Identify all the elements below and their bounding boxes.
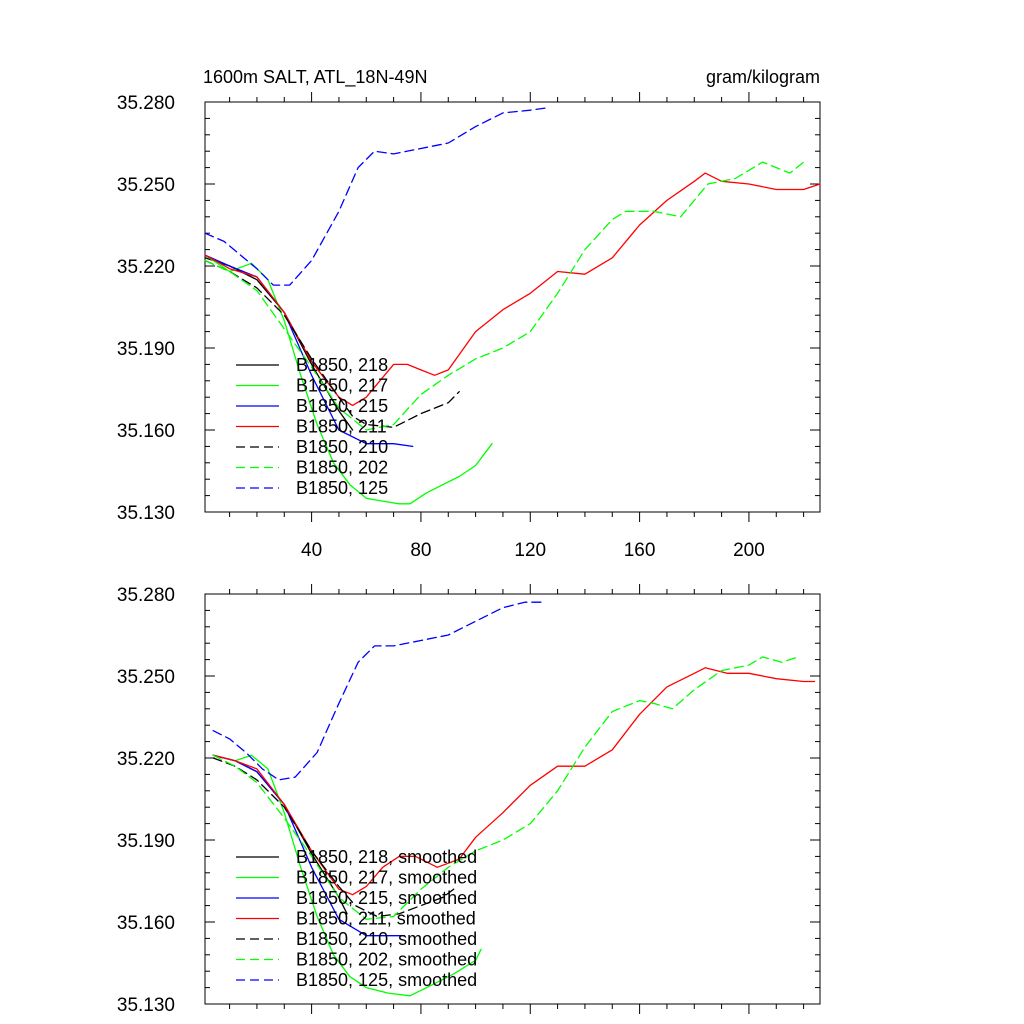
bottom-panel: 35.130 35.160 35.190 35.220 35.250 35.280 B185… [117,584,821,1016]
x-tick-label: 160 [624,540,656,561]
y-tick-label: 35.280 [117,585,175,606]
series-line-7 [204,106,551,286]
y-tick-label: 35.190 [117,831,175,852]
series-line-2 [212,754,482,997]
y-tick-label: 35.220 [117,749,175,770]
x-tick-label: 40 [301,540,322,561]
top-panel: 1600m SALT, ATL_18N-49N gram/kilogram 40… [117,67,821,561]
x-tick-label: 200 [733,540,765,561]
series-line-5 [204,259,460,428]
legend-label-2: B1850, 217, smoothed [296,868,477,888]
y-tick-label: 35.160 [117,913,175,934]
series-line-5 [212,757,455,918]
series-line-3 [204,254,414,448]
legend-label-7: B1850, 125, smoothed [296,970,477,990]
plot-frame [204,593,821,1005]
y-tick-label: 35.250 [117,667,175,688]
y-tick-label: 35.190 [117,339,175,360]
legend-label-7: B1850, 125 [296,478,388,498]
legend-label-3: B1850, 215 [296,396,388,416]
y-tick-label: 35.130 [117,503,175,524]
y-tick-label: 35.280 [117,93,175,114]
legend-label-6: B1850, 202 [296,458,388,478]
top-panel-units: gram/kilogram [706,67,820,87]
top-panel-title: 1600m SALT, ATL_18N-49N [203,67,427,88]
legend-label-5: B1850, 210 [296,437,388,457]
series-line-4 [204,172,821,407]
series-line-7 [212,601,542,781]
y-tick-label: 35.160 [117,421,175,442]
legend-label-5: B1850, 210, smoothed [296,929,477,949]
legend-label-1: B1850, 218, smoothed [296,847,477,867]
legend-label-6: B1850, 202, smoothed [296,950,477,970]
legend-label-4: B1850, 211 [296,417,387,437]
series-line-6 [212,656,799,920]
series-line-4 [212,667,816,896]
plot-frame [204,101,821,513]
legend-label-3: B1850, 215, smoothed [296,888,477,908]
legend-label-2: B1850, 217 [296,376,388,396]
x-tick-label: 120 [514,540,546,561]
y-tick-label: 35.220 [117,257,175,278]
x-tick-label: 80 [410,540,431,561]
y-tick-label: 35.250 [117,175,175,196]
series-line-6 [204,161,805,431]
series-line-3 [212,754,406,937]
legend-label-4: B1850, 211, smoothed [296,909,476,929]
y-tick-label: 35.130 [117,995,175,1016]
legend-label-1: B1850, 218 [296,355,388,375]
